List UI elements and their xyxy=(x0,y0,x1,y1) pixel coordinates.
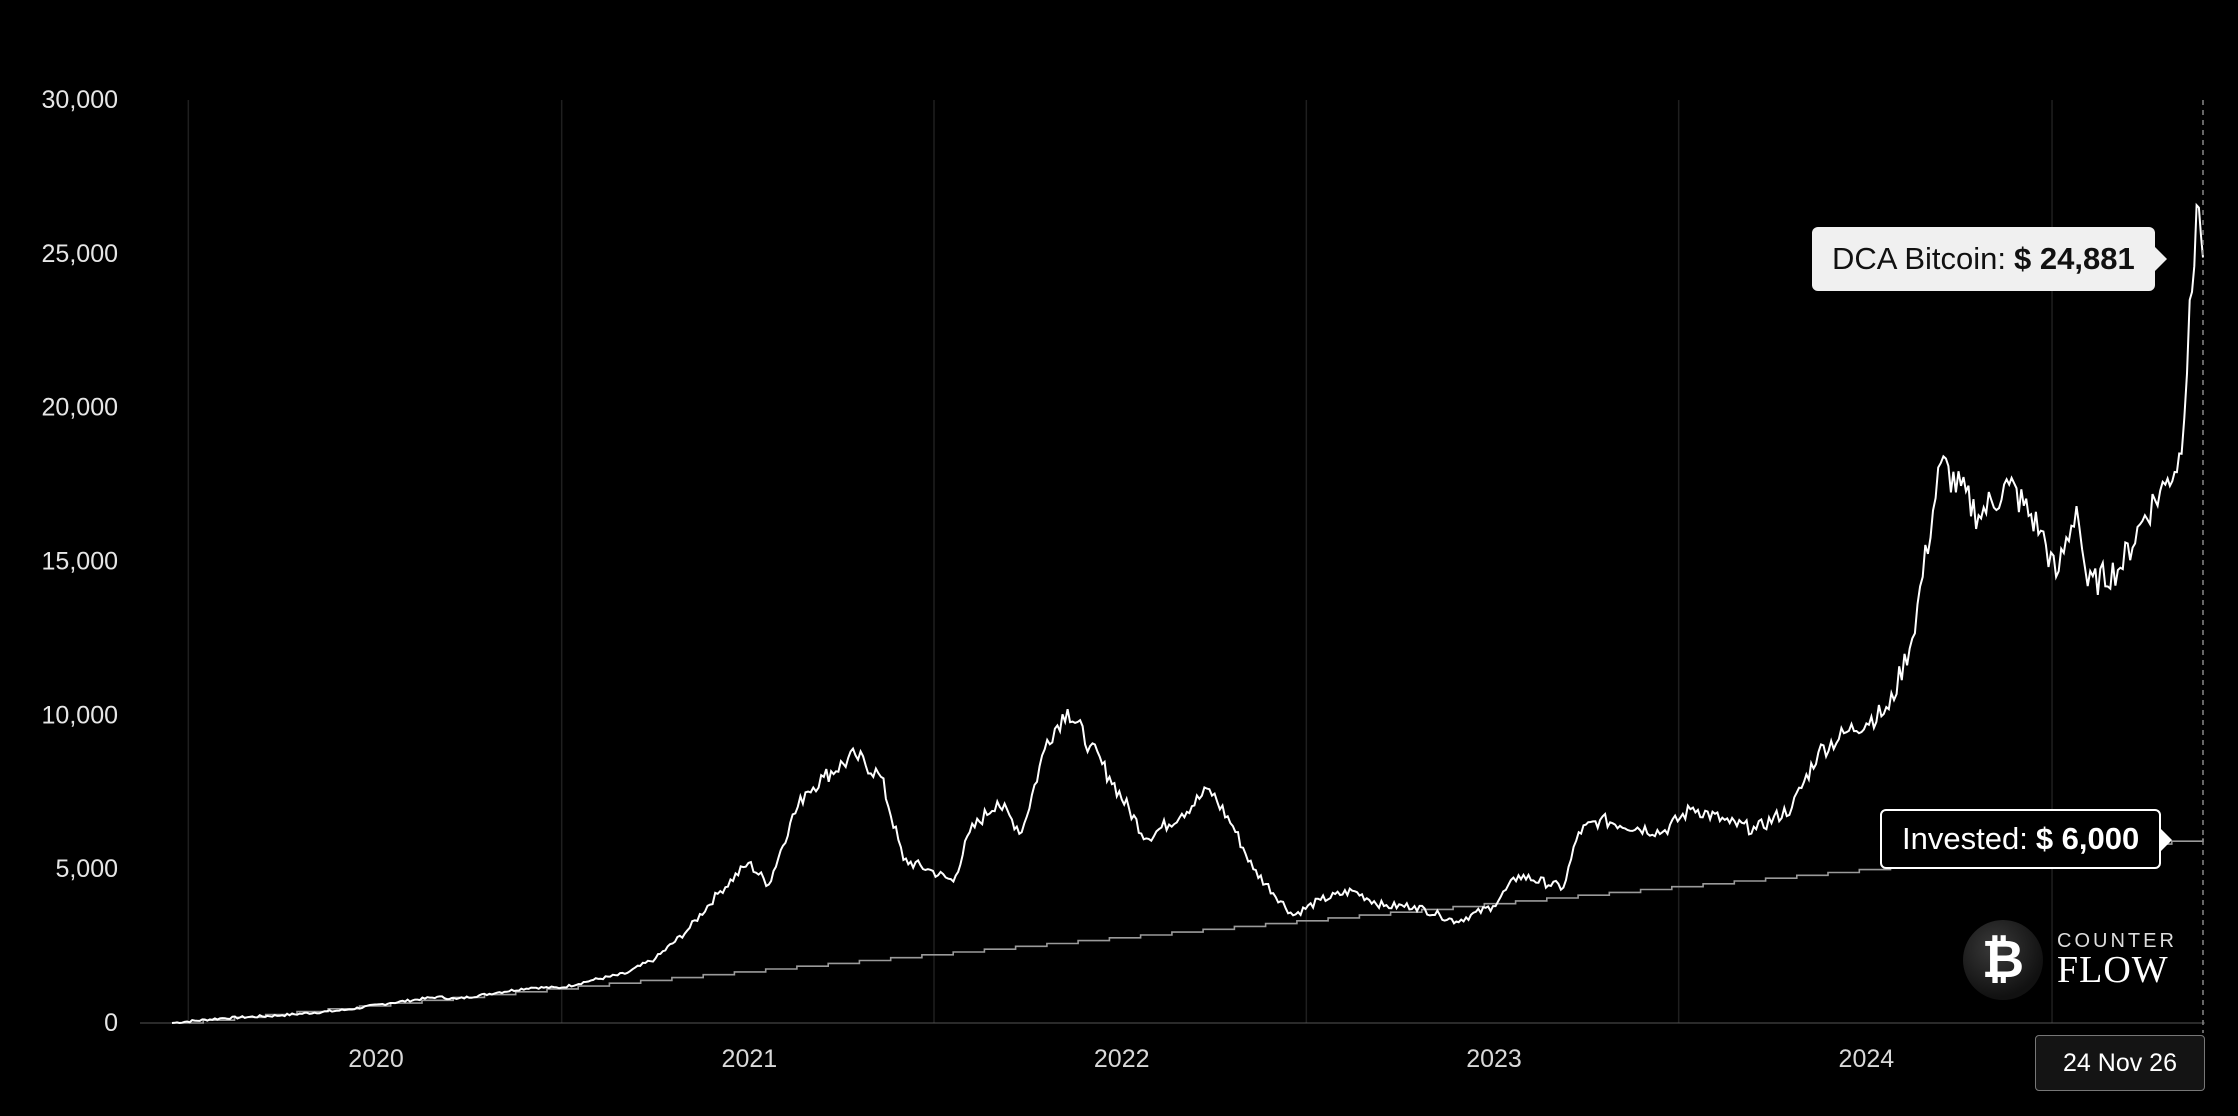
invested-tooltip-value: $ 6,000 xyxy=(2035,821,2140,856)
bitcoin-icon: ₿ xyxy=(1963,920,2043,1000)
logo-text-top: COUNTER xyxy=(2057,930,2177,952)
crosshair-date-label: 24 Nov 26 xyxy=(2035,1035,2205,1091)
x-tick-label: 2021 xyxy=(722,1045,778,1073)
dca-tooltip-value: $ 24,881 xyxy=(2014,241,2135,276)
grid xyxy=(187,100,2053,1023)
dca-bitcoin-series-line xyxy=(171,202,2204,1025)
invested-tooltip-label: Invested: xyxy=(1902,821,2028,856)
y-tick-label: 20,000 xyxy=(42,394,118,422)
y-tick-label: 10,000 xyxy=(42,701,118,729)
y-tick-label: 30,000 xyxy=(42,86,118,114)
invested-tooltip: Invested: $ 6,000 xyxy=(1880,809,2173,869)
x-axis: 2020 2021 2022 2023 2024 xyxy=(348,1045,1894,1073)
x-tick-label: 2020 xyxy=(348,1045,404,1073)
y-tick-label: 0 xyxy=(104,1009,118,1037)
x-tick-label: 2022 xyxy=(1094,1045,1150,1073)
logo-text-bottom: FLOW xyxy=(2057,949,2169,991)
y-axis: 0 5,000 10,000 15,000 20,000 25,000 30,000 xyxy=(42,86,118,1037)
x-tick-label: 2024 xyxy=(1839,1045,1895,1073)
y-tick-label: 25,000 xyxy=(42,240,118,268)
dca-tooltip-label: DCA Bitcoin: xyxy=(1832,241,2007,276)
logo-text: COUNTER FLOW xyxy=(2057,931,2177,989)
invested-series-line xyxy=(172,838,2204,1024)
y-tick-label: 5,000 xyxy=(55,855,118,883)
dca-bitcoin-tooltip: DCA Bitcoin: $ 24,881 xyxy=(1812,227,2167,291)
y-tick-label: 15,000 xyxy=(42,548,118,576)
x-tick-label: 2023 xyxy=(1466,1045,1522,1073)
counterflow-logo: ₿ COUNTER FLOW xyxy=(1963,920,2183,1000)
